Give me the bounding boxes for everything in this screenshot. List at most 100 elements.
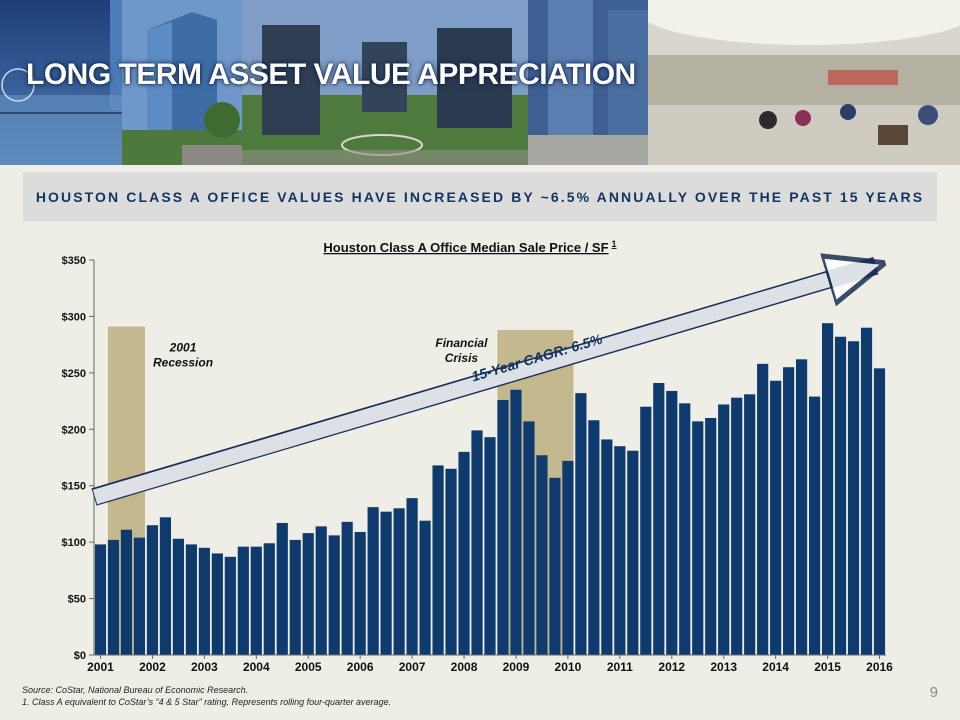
bar-23: [393, 508, 405, 655]
bar-7: [185, 544, 197, 655]
x-tick-label: 2005: [295, 660, 322, 674]
photo-reflection-pond: [0, 0, 122, 165]
bar-34: [536, 455, 548, 655]
chart-title: Houston Class A Office Median Sale Price…: [323, 239, 616, 255]
bar-28: [458, 451, 470, 655]
bar-20: [354, 531, 366, 655]
bar-22: [380, 511, 392, 655]
bar-43: [653, 383, 665, 655]
shaded-period-label-0: 2001 Recession: [153, 341, 213, 370]
photo-glass-tower: [122, 0, 242, 165]
bar-36: [562, 460, 574, 655]
bar-21: [367, 507, 379, 655]
bar-2: [120, 529, 133, 655]
x-tick-label: 2012: [658, 660, 685, 674]
y-tick-label: $250: [62, 368, 86, 380]
bar-15: [289, 539, 301, 655]
bar-0: [94, 544, 107, 655]
bar-58: [847, 341, 860, 655]
bar-26: [432, 465, 444, 655]
x-tick-label: 2015: [814, 660, 841, 674]
bar-55: [809, 396, 821, 655]
bar-49: [731, 397, 743, 655]
bar-51: [757, 363, 769, 655]
bar-42: [640, 406, 652, 655]
y-tick-label: $350: [62, 255, 86, 267]
bar-57: [834, 336, 847, 655]
y-tick-label: $300: [62, 311, 86, 323]
bar-10: [224, 556, 236, 655]
shaded-period-label-line: Recession: [153, 356, 213, 370]
bar-6: [172, 538, 184, 655]
photo-atrium-cafe: [648, 0, 960, 165]
x-tick-label: 2008: [451, 660, 478, 674]
bar-5: [159, 517, 171, 655]
footnotes: Source: CoStar, National Bureau of Econo…: [22, 684, 391, 708]
bar-41: [627, 450, 639, 655]
y-tick-label: $150: [62, 481, 86, 493]
bar-31: [497, 399, 509, 655]
bar-18: [328, 535, 340, 655]
bar-30: [484, 437, 496, 655]
bar-35: [549, 477, 561, 655]
shaded-period-label-line: 2001: [169, 341, 197, 355]
y-tick-label: $100: [62, 537, 86, 549]
shaded-period-1: [497, 329, 574, 655]
bar-40: [614, 446, 626, 655]
slide-title: LONG TERM ASSET VALUE APPRECIATION: [26, 58, 636, 91]
shaded-period-label-line: Crisis: [445, 351, 479, 365]
source-note: Source: CoStar, National Bureau of Econo…: [22, 685, 249, 695]
bar-37: [575, 393, 587, 655]
x-tick-label: 2010: [555, 660, 582, 674]
x-tick-label: 2007: [399, 660, 426, 674]
x-tick-label: 2003: [191, 660, 218, 674]
bar-54: [796, 359, 808, 655]
bar-12: [250, 546, 262, 655]
y-tick-label: $50: [68, 594, 86, 606]
bar-32: [510, 389, 522, 655]
bar-50: [744, 394, 756, 655]
photo-plaza-towers: [528, 0, 648, 165]
subtitle-bar: HOUSTON CLASS A OFFICE VALUES HAVE INCRE…: [23, 172, 937, 221]
y-tick-label: $200: [62, 424, 86, 436]
photo-aerial-campus: [242, 0, 528, 165]
shaded-period-label-line: Financial: [435, 336, 488, 350]
bar-52: [770, 380, 782, 655]
trend-arrow: [92, 266, 876, 505]
bar-45: [679, 403, 691, 655]
bar-39: [601, 439, 613, 655]
bar-4: [146, 525, 159, 655]
bar-29: [471, 430, 483, 655]
x-tick-label: 2009: [503, 660, 530, 674]
x-tick-label: 2004: [243, 660, 270, 674]
bar-47: [705, 418, 717, 655]
y-tick-label: $0: [74, 650, 86, 662]
bar-25: [419, 520, 431, 655]
x-tick-label: 2002: [139, 660, 166, 674]
x-tick-label: 2013: [710, 660, 737, 674]
bar-16: [302, 533, 314, 655]
x-tick-label: 2001: [87, 660, 114, 674]
slide-subtitle: HOUSTON CLASS A OFFICE VALUES HAVE INCRE…: [35, 188, 925, 205]
bar-13: [263, 543, 275, 655]
bar-17: [315, 526, 327, 655]
bar-3: [133, 537, 146, 655]
bar-53: [783, 367, 795, 655]
x-tick-label: 2006: [347, 660, 374, 674]
bar-60: [873, 368, 886, 655]
bar-56: [821, 323, 834, 655]
bar-44: [666, 390, 678, 655]
bar-46: [692, 421, 704, 655]
bar-38: [588, 420, 600, 655]
header-banner: LONG TERM ASSET VALUE APPRECIATION: [0, 0, 960, 165]
bar-14: [276, 522, 288, 655]
x-tick-label: 2014: [762, 660, 789, 674]
bar-19: [341, 521, 353, 655]
shaded-period-label-1: Financial Crisis: [435, 336, 488, 365]
bar-9: [211, 553, 223, 655]
x-tick-label: 2016: [866, 660, 893, 674]
page-number: 9: [929, 684, 938, 701]
bar-27: [445, 468, 457, 655]
bar-48: [718, 404, 730, 655]
